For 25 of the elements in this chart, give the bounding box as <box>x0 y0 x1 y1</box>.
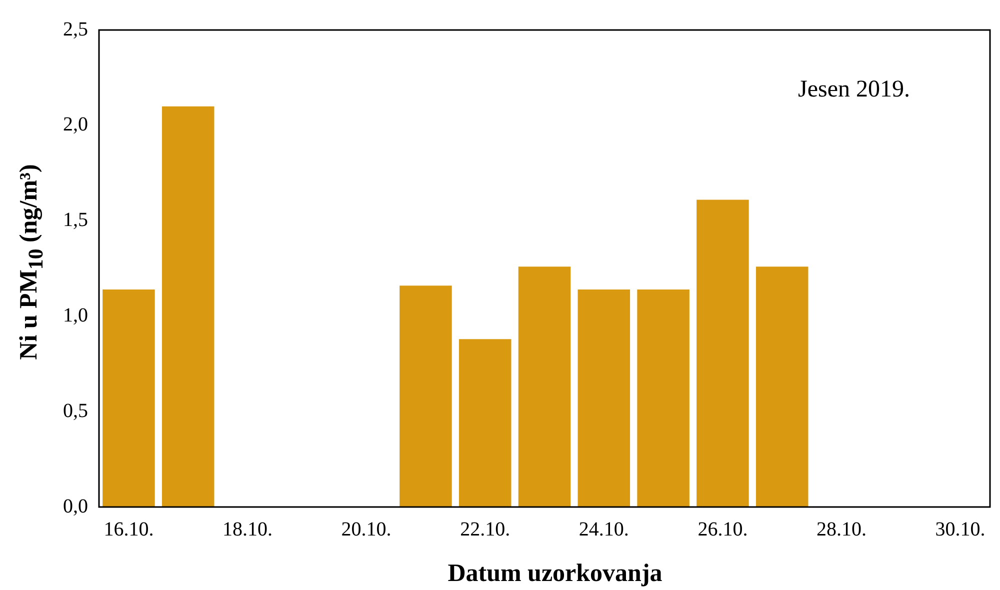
y-tick-label: 2,5 <box>63 18 88 40</box>
bar <box>696 200 749 507</box>
y-tick-label: 0,5 <box>63 400 88 422</box>
bar <box>578 289 630 507</box>
x-tick-label: 30.10. <box>935 518 986 540</box>
x-tick-label: 24.10. <box>578 518 629 540</box>
x-tick-label: 28.10. <box>816 518 866 540</box>
x-tick-label: 20.10. <box>341 518 392 540</box>
x-tick-label: 26.10. <box>698 518 748 540</box>
bar <box>162 106 214 507</box>
annotation: Jesen 2019. <box>798 76 910 102</box>
bar <box>458 339 512 507</box>
y-tick-label: 1,0 <box>63 304 88 326</box>
y-tick-label: 2,0 <box>63 114 88 136</box>
y-tick-label: 0,0 <box>63 495 88 518</box>
bar <box>756 266 808 507</box>
bar <box>518 266 571 507</box>
x-axis-title: Datum uzorkovanja <box>448 560 662 588</box>
y-tick-label: 1,5 <box>63 209 88 232</box>
bar <box>102 289 155 507</box>
bar <box>637 289 690 507</box>
x-tick-label: 22.10. <box>460 518 510 540</box>
x-tick-label: 16.10. <box>104 518 154 540</box>
bar <box>400 286 452 507</box>
x-tick-label: 18.10. <box>222 518 272 540</box>
